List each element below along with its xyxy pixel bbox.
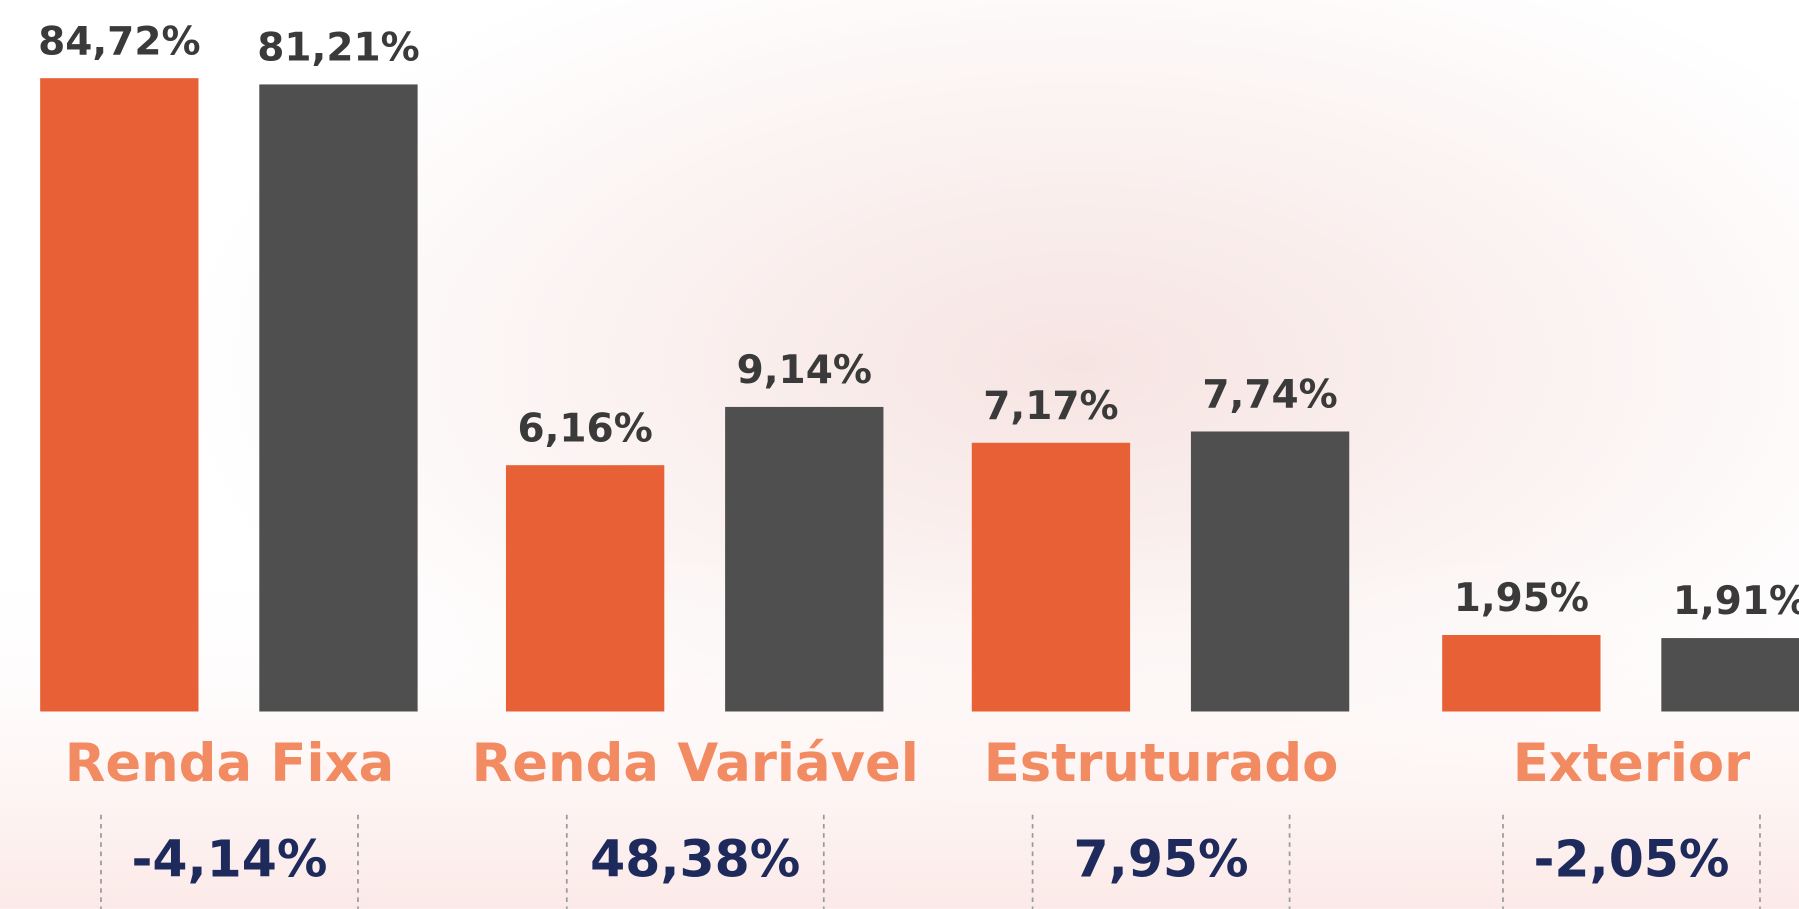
data-label: 1,95% [1454,576,1589,621]
change-label: -2,05% [1533,829,1729,888]
change-label: -4,14% [131,829,327,888]
data-label: 7,17% [983,384,1118,429]
change-label: 7,95% [1074,829,1249,888]
data-label: 84,72% [38,19,200,64]
bar [505,465,665,712]
data-label: 7,74% [1202,373,1337,418]
category-label: Estruturado [984,733,1339,794]
bar [259,84,418,712]
data-label: 9,14% [737,348,872,393]
category-label: Renda Variável [472,733,919,794]
bar [971,442,1131,712]
bar [40,78,199,712]
data-label: 6,16% [517,406,652,451]
change-label: 48,38% [590,829,800,888]
bar [1442,635,1601,712]
bar [1661,638,1799,712]
bar [725,406,884,712]
bar [1190,431,1350,712]
category-label: Renda Fixa [65,733,395,794]
category-label: Exterior [1513,733,1750,794]
data-label: 81,21% [257,26,419,71]
data-label: 1,91% [1673,579,1799,624]
